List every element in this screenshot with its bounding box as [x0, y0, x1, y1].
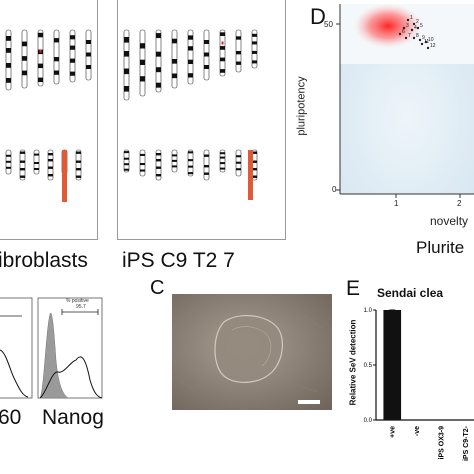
chromosome — [219, 149, 226, 173]
chromosome-set-fibroblasts — [5, 29, 92, 202]
panel-c-letter: C — [150, 277, 165, 299]
flow-gate-text: % positive — [66, 298, 89, 304]
panel-d-title-fragment: Plurite — [416, 238, 465, 257]
sample-point-label: 12 — [430, 43, 436, 49]
flow-hist-right-stain — [39, 356, 103, 399]
sample-point-label: 4 — [414, 25, 417, 31]
chromosome — [75, 149, 82, 181]
chromosome — [155, 29, 162, 93]
sample-point — [418, 38, 422, 42]
sample-point-label: 7 — [408, 33, 411, 39]
panel-d-y-tick-50: 50 — [324, 20, 333, 29]
chromosome — [203, 149, 210, 181]
chromosome — [251, 29, 258, 69]
chromosome — [5, 149, 12, 175]
panel-e-category-label: iPS C9-T2- — [463, 425, 470, 461]
sample-point — [406, 18, 410, 22]
sample-point-label: 10 — [428, 37, 434, 43]
panel-e-y-tick-label: 0.0 — [364, 418, 373, 424]
chromosome — [171, 149, 178, 173]
sample-point — [416, 26, 420, 30]
chromosome — [53, 29, 60, 85]
sample-point — [424, 40, 428, 44]
sample-point — [426, 46, 430, 50]
panel-e-bar — [383, 310, 402, 420]
scale-bar — [298, 400, 320, 404]
sample-point — [402, 26, 406, 30]
sample-point-label: 9 — [422, 35, 425, 41]
panel-e-category-label: iPS OX3-9 — [438, 426, 445, 460]
ips-colony — [214, 315, 283, 383]
pluripotent-heat-spot — [354, 4, 422, 48]
panel-e-bar — [407, 420, 426, 421]
chromosome — [139, 29, 146, 97]
panel-d-x-tick-1: 1 — [394, 199, 399, 208]
chromosome — [47, 149, 54, 181]
sample-point — [410, 28, 414, 32]
chromosome — [69, 29, 76, 83]
chromosome — [85, 29, 92, 81]
panel-d-x-label: novelty — [430, 214, 469, 228]
chromosome — [219, 29, 226, 77]
sample-point-label: 1 — [410, 15, 413, 21]
panel-d-y-label: pluripotency — [295, 76, 308, 136]
panel-d-y-tick-0: 0 — [332, 185, 337, 194]
sample-point-label: 3 — [406, 23, 409, 29]
chromosome — [203, 29, 210, 81]
flow-label-nanog: Nanog — [42, 406, 104, 429]
sample-point — [398, 32, 402, 36]
sample-point-label: 6 — [402, 29, 405, 35]
panel-e-bar — [456, 420, 474, 421]
panel-e-bar — [432, 420, 451, 421]
chromosome — [5, 29, 12, 91]
chromosome — [187, 149, 194, 177]
karyotype-panel-fibroblasts — [0, 0, 98, 240]
colony-micrograph — [172, 294, 332, 410]
chromosome — [123, 149, 130, 173]
chromosome — [19, 149, 26, 181]
sample-point-label: 5 — [420, 23, 423, 29]
panel-d-letter: D — [310, 4, 326, 29]
chromosome — [235, 149, 242, 177]
sample-point — [412, 36, 416, 40]
karyotype-label-ips: iPS C9 T2 7 — [122, 249, 235, 272]
panel-d-x-tick-2: 2 — [457, 199, 462, 208]
chromosome — [123, 29, 130, 101]
panel-e-y-tick-label: 0.5 — [364, 363, 373, 369]
flow-label-left: 60 — [0, 406, 22, 429]
karyotype-label-fibroblasts: ibroblasts — [0, 249, 88, 272]
chromosome — [33, 149, 40, 175]
flow-hist-right-isotype — [39, 312, 69, 399]
flow-gate-value: 95.7 — [76, 304, 86, 310]
chromosome — [37, 29, 44, 87]
sample-point — [420, 42, 424, 46]
chromosome — [155, 149, 162, 181]
sample-point-label: 8 — [416, 33, 419, 39]
karyotype-chromosomes — [5, 29, 258, 202]
chromosome — [171, 29, 178, 89]
chromosome-set-ips — [123, 29, 258, 200]
panel-e-y-tick-label: 1.0 — [364, 308, 373, 314]
panel-e-category-label: +ve — [389, 426, 396, 438]
sample-point-label: 2 — [416, 19, 419, 25]
chromosome — [187, 29, 194, 85]
panel-e-chart: 1.0 0.5 0.0 +ve -ve iPS OX3-9 iPS C9-T2- — [364, 308, 474, 461]
sample-point — [404, 36, 408, 40]
panel-e-category-label: -ve — [414, 426, 421, 436]
panel-e-letter: E — [346, 277, 361, 300]
flow-hist-left-curve — [0, 349, 29, 398]
sample-point-label: 11 — [424, 39, 429, 45]
panel-e-title: Sendai clea — [377, 286, 444, 300]
chromosome — [235, 29, 242, 73]
chromosome — [21, 29, 28, 89]
chromosome — [139, 149, 146, 177]
panel-e-y-label: Relative SeV detection — [348, 319, 358, 406]
sample-point — [412, 22, 416, 26]
flow-histograms — [0, 297, 103, 399]
